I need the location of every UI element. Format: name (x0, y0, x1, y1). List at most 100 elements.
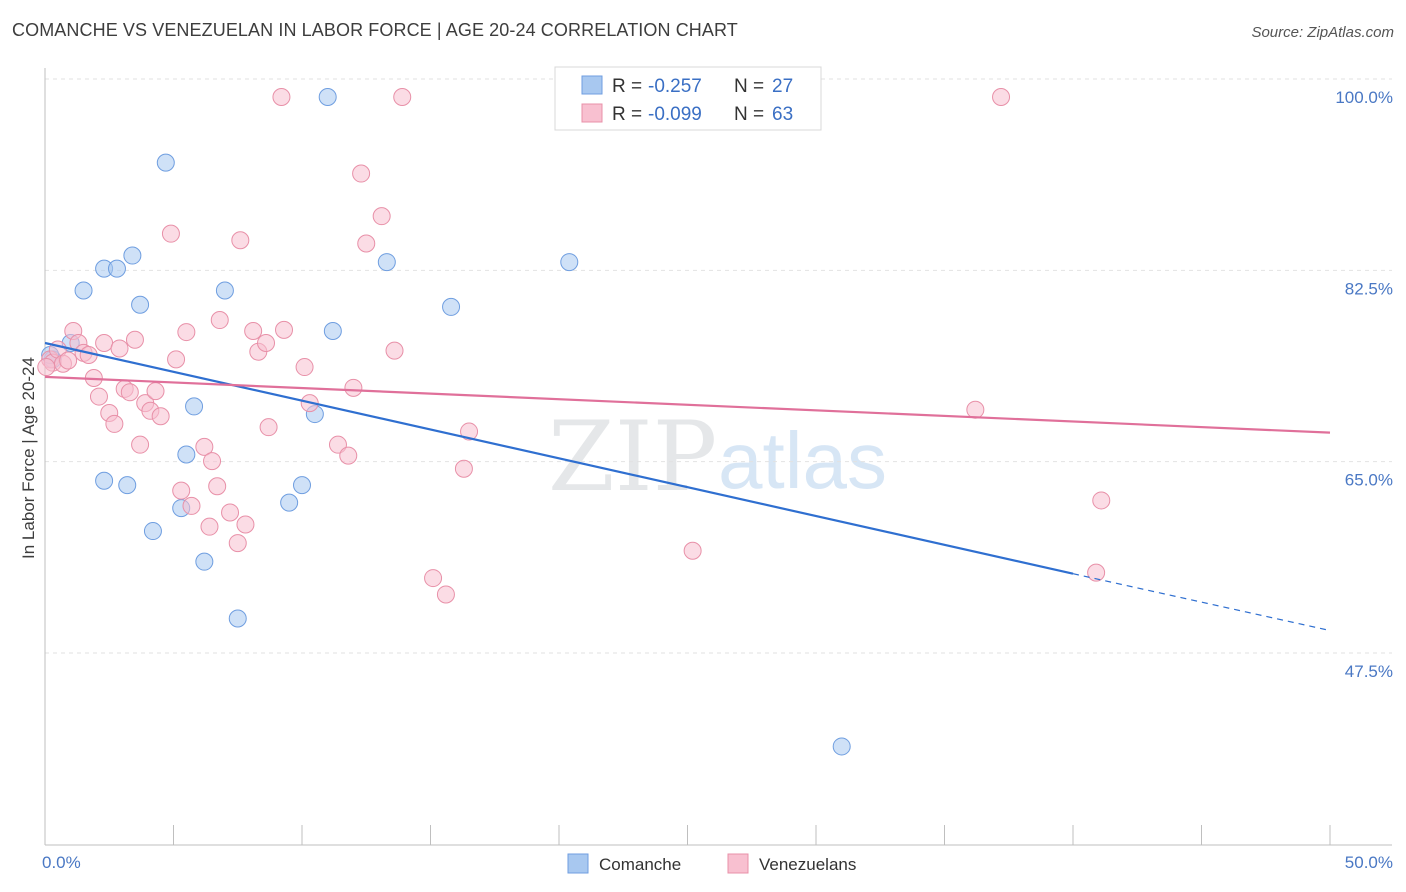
comanche-point (123, 246, 142, 265)
venezuelans-point (1087, 563, 1106, 582)
venezuelans-point (105, 414, 124, 433)
y-tick-labels: 47.5% 65.0% 82.5% 100.0% (1335, 88, 1393, 681)
comanche-point (318, 88, 337, 106)
watermark: ZIP atlas (548, 401, 887, 513)
comanche-point (293, 476, 311, 495)
gridlines (45, 78, 1392, 654)
stats-n-value-comanche: 27 (772, 76, 793, 97)
comanche-point (131, 295, 150, 314)
venezuelans-point (167, 350, 186, 369)
stats-n-label-venezuelans: N = (734, 104, 764, 125)
venezuelans-point (151, 407, 170, 426)
venezuelans-point (352, 164, 371, 183)
venezuelans-point (231, 231, 250, 250)
stats-swatch-comanche (581, 75, 603, 95)
comanche-trend-line (44, 341, 1074, 575)
venezuelans-point (272, 88, 291, 106)
comanche-point (195, 552, 214, 571)
venezuelans-point (424, 569, 443, 588)
source-label: Source: ZipAtlas.com (1251, 24, 1394, 41)
venezuelans-point (295, 358, 314, 377)
stats-r-label-comanche: R = (612, 76, 642, 97)
watermark-zip: ZIP (548, 401, 717, 513)
venezuelans-point (59, 351, 78, 370)
y-tick-label: 82.5% (1345, 279, 1393, 298)
stats-r-label-venezuelans: R = (612, 104, 642, 125)
data-points (37, 88, 1111, 756)
venezuelans-point (1092, 491, 1111, 510)
y-tick-label: 65.0% (1345, 471, 1393, 490)
venezuelans-point (257, 334, 276, 352)
venezuelans-point (89, 387, 108, 406)
venezuelans-point (195, 437, 214, 456)
comanche-point (832, 737, 851, 756)
venezuelans-point (460, 422, 479, 441)
stats-r-value-venezuelans: -0.099 (648, 104, 702, 125)
venezuelans-point (244, 321, 263, 340)
x-axis-ticks (44, 825, 1331, 845)
comanche-point (185, 397, 204, 416)
venezuelans-point (95, 334, 114, 352)
chart-title: COMANCHE VS VENEZUELAN IN LABOR FORCE | … (12, 20, 738, 40)
comanche-point (442, 297, 461, 316)
venezuelans-point (131, 435, 150, 454)
stats-n-label-comanche: N = (734, 76, 764, 97)
venezuelans-point (146, 382, 165, 401)
venezuelans-point (683, 541, 702, 560)
venezuelans-point (110, 339, 129, 358)
venezuelans-point (372, 207, 391, 226)
stats-r-value-comanche: -0.257 (648, 76, 702, 97)
trend-lines (44, 341, 1331, 632)
x-tick-label-max: 50.0% (1345, 853, 1393, 872)
x-tick-label-min: 0.0% (42, 853, 81, 872)
comanche-point (156, 153, 175, 172)
comanche-point (118, 476, 137, 495)
comanche-point (560, 253, 579, 272)
venezuelans-point (177, 323, 196, 342)
legend-label-venezuelans: Venezuelans (759, 855, 856, 874)
legend-swatch-comanche (567, 853, 589, 874)
venezuelans-point (259, 418, 278, 437)
venezuelans-point (182, 496, 201, 515)
venezuelans-point (161, 224, 180, 243)
y-tick-label: 100.0% (1335, 88, 1393, 107)
venezuelans-point (125, 330, 144, 349)
comanche-point (95, 471, 114, 490)
legend-label-comanche: Comanche (599, 855, 681, 874)
venezuelans-point (339, 446, 358, 465)
venezuelans-point (120, 383, 139, 402)
watermark-atlas: atlas (718, 416, 887, 505)
venezuelans-point (385, 341, 404, 360)
venezuelans-point (208, 477, 227, 496)
y-tick-label: 47.5% (1345, 662, 1393, 681)
venezuelans-trend-line (44, 375, 1331, 434)
venezuelans-point (328, 435, 347, 454)
comanche-point (74, 281, 93, 300)
venezuelans-point (344, 378, 363, 397)
comanche-point (228, 609, 247, 628)
venezuelans-point (393, 88, 412, 106)
comanche-point (377, 253, 396, 272)
comanche-point (215, 281, 234, 300)
venezuelans-point (228, 534, 247, 553)
venezuelans-point (275, 320, 294, 339)
venezuelans-point (221, 503, 240, 522)
venezuelans-point (200, 517, 219, 536)
stats-box: R = -0.257 N = 27 R = -0.099 N = 63 (554, 66, 822, 131)
venezuelans-point (203, 452, 222, 471)
venezuelans-point (172, 481, 191, 500)
comanche-point (107, 259, 126, 278)
venezuelans-point (992, 88, 1011, 106)
comanche-point (177, 445, 196, 464)
venezuelans-point (357, 234, 376, 253)
comanche-point (143, 522, 162, 541)
venezuelans-point (210, 311, 229, 330)
comanche-point (323, 321, 342, 340)
stats-n-value-venezuelans: 63 (772, 104, 793, 125)
venezuelans-point (966, 400, 985, 419)
venezuelans-point (454, 459, 473, 478)
comanche-trend-extension (1072, 573, 1331, 632)
venezuelans-point (236, 515, 255, 534)
y-axis-label: In Labor Force | Age 20-24 (19, 357, 38, 559)
